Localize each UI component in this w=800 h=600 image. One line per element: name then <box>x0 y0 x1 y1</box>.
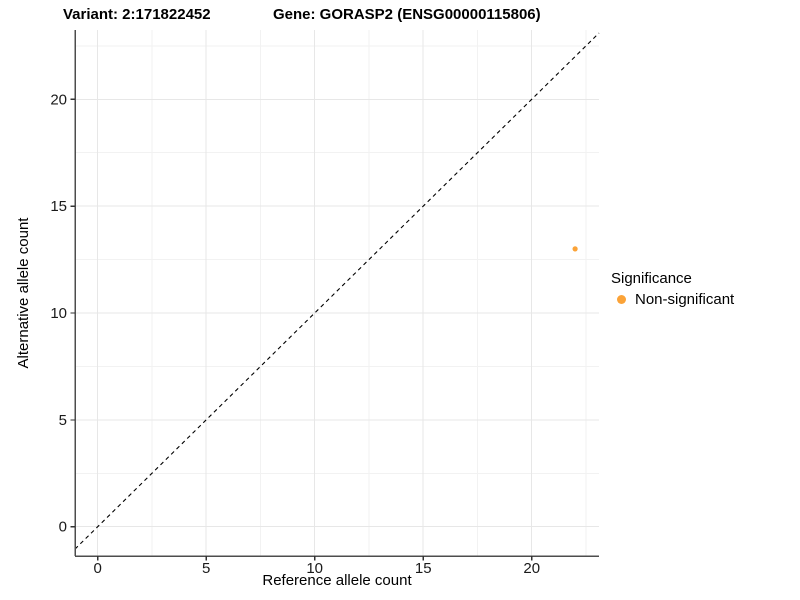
variant-title: Variant: 2:171822452 <box>63 6 211 23</box>
legend-item: Non-significant <box>611 291 734 308</box>
data-point <box>572 246 578 252</box>
legend: Significance Non-significant <box>611 269 734 308</box>
gene-title: Gene: GORASP2 (ENSG00000115806) <box>273 6 541 23</box>
x-tick-label: 10 <box>306 560 323 577</box>
legend-item-label: Non-significant <box>635 291 735 308</box>
x-tick-label: 5 <box>202 560 210 577</box>
identity-line <box>74 32 600 550</box>
y-tick-label: 10 <box>50 305 67 322</box>
x-tick-label: 15 <box>415 560 432 577</box>
y-tick-label: 5 <box>59 412 67 429</box>
legend-title: Significance <box>611 270 692 287</box>
y-tick-label: 15 <box>50 198 67 215</box>
x-axis-label: Reference allele count <box>262 572 412 589</box>
x-tick-label: 0 <box>94 560 102 577</box>
legend-point-icon <box>617 295 626 304</box>
y-tick-label: 20 <box>50 91 67 108</box>
y-tick-label: 0 <box>59 519 67 536</box>
x-tick-label: 20 <box>523 560 540 577</box>
